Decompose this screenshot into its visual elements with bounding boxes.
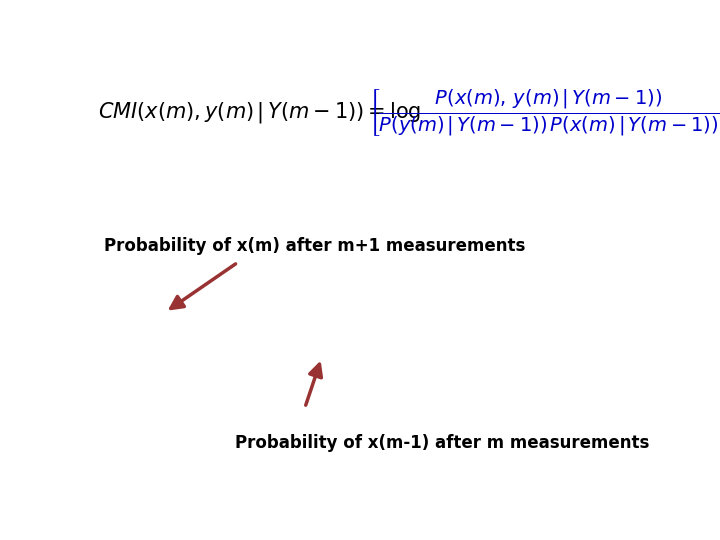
Text: Probability of x(m) after m+1 measurements: Probability of x(m) after m+1 measuremen… — [104, 237, 526, 255]
Text: $\left[\dfrac{P(x(m),\,y(m)\,|\,Y(m-1))}{P(y(m)\,|\,Y(m-1))\,P(x(m)\,|\,Y(m-1))}: $\left[\dfrac{P(x(m),\,y(m)\,|\,Y(m-1))}… — [369, 87, 720, 138]
Text: Probability of x(m-1) after m measurements: Probability of x(m-1) after m measuremen… — [235, 434, 649, 452]
Text: $CMI(x(m), y(m)\,|\,Y(m-1)) = \log$: $CMI(x(m), y(m)\,|\,Y(m-1)) = \log$ — [99, 100, 422, 125]
